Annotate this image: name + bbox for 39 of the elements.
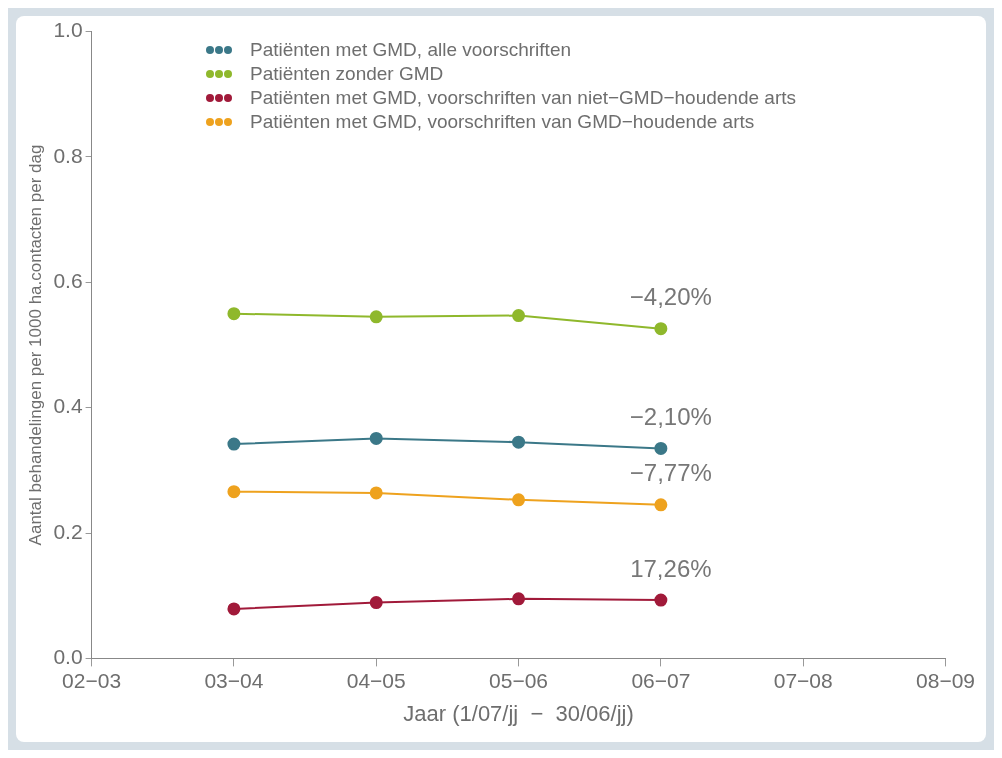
x-tick-label: 07−08 <box>773 668 833 692</box>
x-axis-title: Jaar (1/07/jj − 30/06/jj) <box>403 700 634 726</box>
y-tick-label: 0.8 <box>53 143 83 167</box>
legend-label: Patiënten zonder GMD <box>250 62 444 86</box>
y-axis-title: Aantal behandelingen per 1000 ha.contacten per dag <box>25 144 45 546</box>
y-tick-label: 0.2 <box>53 519 83 543</box>
legend-label: Patiënten met GMD, voorschriften van GMD−houdende arts <box>250 110 755 134</box>
x-tick-label: 05−06 <box>489 668 549 692</box>
point <box>227 307 241 321</box>
y-tick-label: 0.6 <box>53 269 83 293</box>
annotation: −4,20% <box>629 283 712 311</box>
x-tick-label: 03−04 <box>204 668 264 692</box>
point <box>654 441 668 455</box>
x-tick-label: 06−07 <box>631 668 691 692</box>
point <box>654 498 668 512</box>
x-tick-label: 02−03 <box>62 668 122 692</box>
point <box>369 596 383 610</box>
point <box>369 310 383 324</box>
y-tick-label: 1.0 <box>53 18 83 42</box>
point <box>369 486 383 500</box>
point <box>654 593 668 607</box>
legend-label: Patiënten met GMD, voorschriften van niet−GMD−houdende arts <box>250 86 796 110</box>
annotation: 17,26% <box>630 554 712 582</box>
point <box>227 437 241 451</box>
point <box>512 435 526 449</box>
annotation: −7,77% <box>629 459 712 487</box>
x-tick-label: 08−09 <box>916 668 975 692</box>
x-tick-label: 04−05 <box>346 668 406 692</box>
point <box>512 493 526 507</box>
point <box>512 592 526 606</box>
point <box>227 602 241 616</box>
point <box>369 431 383 445</box>
y-tick-label: 0.4 <box>53 394 83 418</box>
point <box>512 309 526 323</box>
y-tick-label: 0.0 <box>53 645 83 669</box>
annotation: −2,10% <box>629 403 712 431</box>
point <box>654 322 668 336</box>
point <box>227 485 241 499</box>
legend-label: Patiënten met GMD, alle voorschriften <box>250 38 572 62</box>
